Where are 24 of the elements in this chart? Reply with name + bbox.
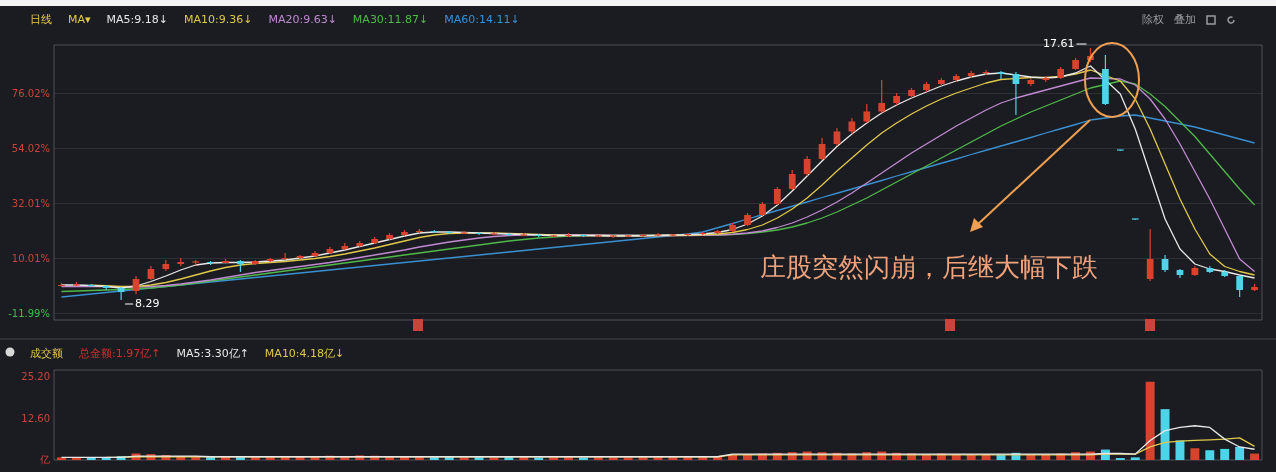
text: MA20:9.63↓ [268,13,337,26]
text: MA30:11.87↓ [352,13,429,26]
y-tick-label: -11.99% [8,307,50,319]
y-tick-label: 12.60 [21,412,50,424]
annotation: 17.61 [1042,36,1075,50]
y-tick-label: 25.20 [21,371,50,383]
text: 除权 [1142,12,1164,27]
text: MA10:9.36↓ [183,13,253,26]
text: MA5:3.30亿↑ [176,346,249,361]
y-tick-label: 54.02% [11,142,50,154]
y-tick-label: 76.02% [11,87,50,99]
text: 总金额:1.97亿↑ [79,346,161,361]
y-tick-label: 32.01% [11,197,50,209]
text: MA10:4.18亿↓ [264,346,345,361]
text: MA5:9.18↓ [106,13,168,26]
text: MA▾ [68,13,91,26]
y-tick-label: 10.01% [11,252,50,264]
y-tick-label: 亿 [39,453,50,465]
annotation: 8.29 [135,296,160,310]
text: 日线 [30,12,52,27]
annotation: 庄股突然闪崩，后继大幅下跌 [760,251,1098,284]
text: 成交额 [30,346,63,361]
text: MA60:14.11↓ [444,13,520,26]
text: 叠加 [1174,12,1196,27]
